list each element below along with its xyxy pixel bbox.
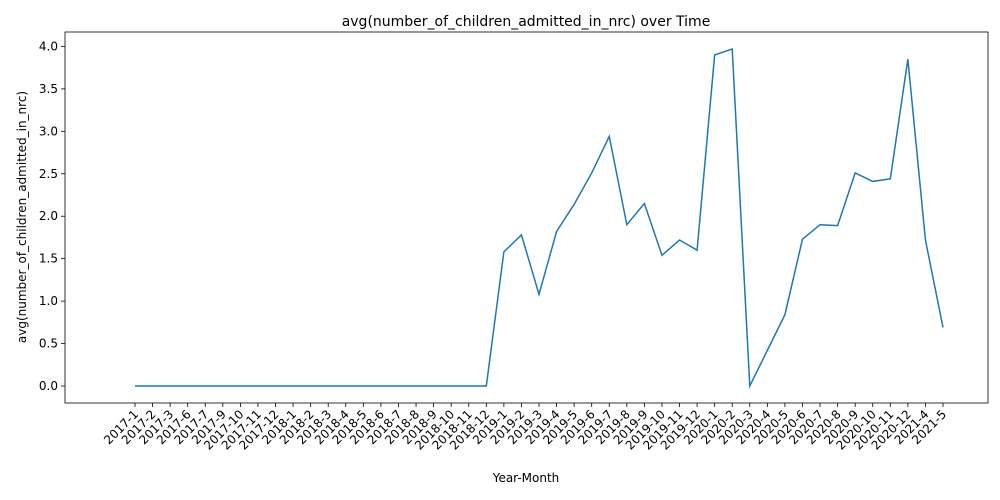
- y-tick-label: 2.0: [39, 209, 58, 223]
- y-tick-label: 1.5: [39, 252, 58, 266]
- y-tick-label: 4.0: [39, 39, 58, 53]
- y-tick-label: 0.5: [39, 337, 58, 351]
- line-series: [135, 47, 944, 389]
- y-tick-label: 1.0: [39, 294, 58, 308]
- chart-title: avg(number_of_children_admitted_in_nrc) …: [342, 14, 711, 30]
- x-axis-label: Year-Month: [492, 471, 560, 485]
- y-tick-label: 3.5: [39, 82, 58, 96]
- plot-frame: [64, 31, 989, 404]
- y-tick-label: 3.0: [39, 124, 58, 138]
- y-tick-label: 2.5: [39, 167, 58, 181]
- y-tick-label: 0.0: [39, 379, 58, 393]
- y-axis-label: avg(number_of_children_admitted_in_nrc): [15, 91, 29, 343]
